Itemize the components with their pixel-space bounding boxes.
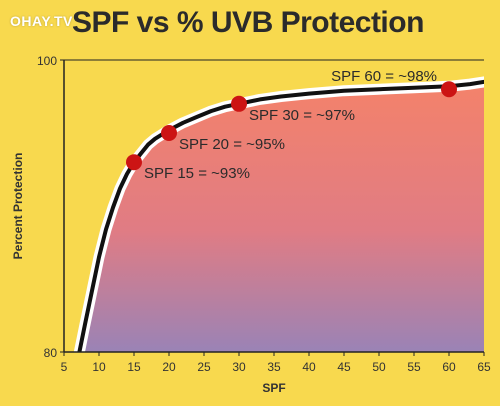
x-axis-label: SPF: [262, 381, 285, 395]
x-tick-label: 60: [442, 360, 456, 374]
data-point-spf-30: [231, 95, 247, 112]
x-tick-label: 20: [162, 360, 176, 374]
x-tick-label: 10: [92, 360, 106, 374]
area-fill: [79, 81, 484, 352]
data-label-spf-15: SPF 15 = ~93%: [144, 165, 250, 182]
x-tick-label: 40: [302, 360, 316, 374]
data-label-spf-20: SPF 20 = ~95%: [179, 136, 285, 153]
data-label-spf-30: SPF 30 = ~97%: [249, 107, 355, 124]
x-tick-label: 30: [232, 360, 246, 374]
x-tick-label: 65: [477, 360, 491, 374]
y-axis-label: Percent Protection: [11, 153, 25, 260]
x-tick-label: 55: [407, 360, 421, 374]
x-tick-label: 45: [337, 360, 351, 374]
x-tick-label: 35: [267, 360, 281, 374]
y-tick-label: 100: [37, 54, 57, 68]
x-tick-label: 50: [372, 360, 386, 374]
data-point-spf-20: [161, 125, 177, 141]
chart-title: SPF vs % UVB Protection: [72, 6, 424, 39]
watermark-logo: OHAY.TV: [10, 13, 73, 29]
protection-curve: [77, 79, 484, 352]
x-tick-label: 15: [127, 360, 141, 374]
data-label-spf-60: SPF 60 = ~98%: [331, 68, 437, 85]
y-tick-label: 80: [44, 346, 58, 360]
x-tick-label: 5: [61, 360, 68, 374]
x-tick-label: 25: [197, 360, 211, 374]
data-point-spf-15: [126, 154, 142, 171]
data-point-spf-60: [441, 81, 457, 98]
